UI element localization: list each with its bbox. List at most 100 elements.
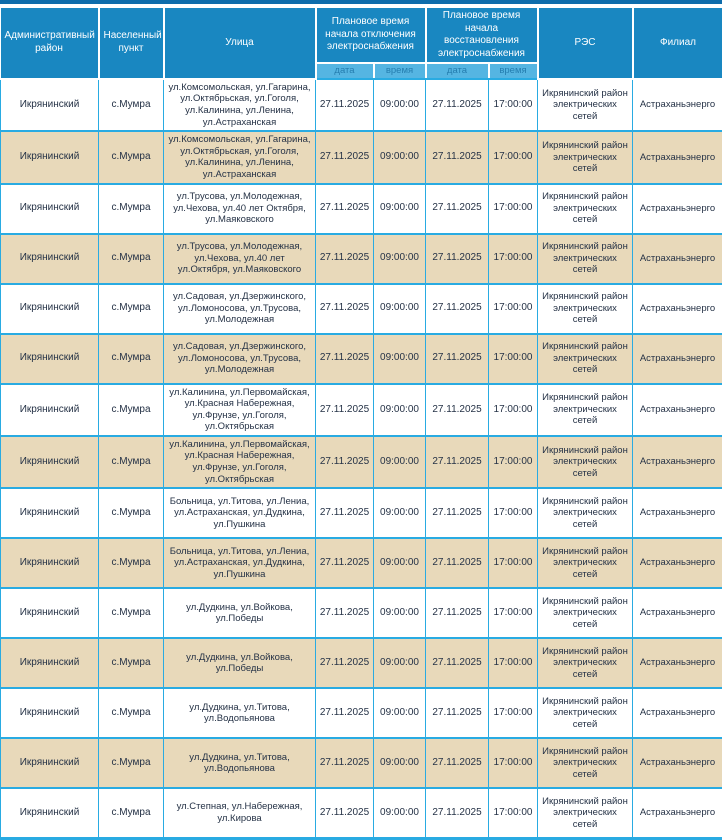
cell-restore-time: 17:00:00	[489, 488, 538, 538]
cell-restore-date: 27.11.2025	[426, 788, 489, 838]
cell-restore-date: 27.11.2025	[426, 436, 489, 488]
cell-branch: Астраханьэнерго	[633, 79, 722, 131]
cell-streets: ул.Трусова, ул.Молодежная, ул.Чехова, ул…	[164, 234, 316, 284]
cell-restore-date: 27.11.2025	[426, 184, 489, 234]
cell-restore-time: 17:00:00	[489, 284, 538, 334]
cell-outage-time: 09:00:00	[374, 436, 426, 488]
cell-outage-date: 27.11.2025	[316, 384, 374, 436]
cell-branch: Астраханьэнерго	[633, 334, 722, 384]
table-row: Икрянинский с.Мумра ул.Садовая, ул.Дзерж…	[1, 334, 722, 384]
cell-restore-date: 27.11.2025	[426, 131, 489, 183]
cell-settlement: с.Мумра	[99, 488, 164, 538]
cell-branch: Астраханьэнерго	[633, 538, 722, 588]
cell-outage-date: 27.11.2025	[316, 184, 374, 234]
outage-schedule-table: Административный район Населенный пункт …	[0, 6, 722, 840]
subheader-outage-time: время	[374, 63, 426, 79]
cell-settlement: с.Мумра	[99, 436, 164, 488]
cell-branch: Астраханьэнерго	[633, 234, 722, 284]
cell-district: Икрянинский	[1, 436, 99, 488]
cell-district: Икрянинский	[1, 284, 99, 334]
cell-restore-time: 17:00:00	[489, 538, 538, 588]
header-res: РЭС	[538, 7, 633, 79]
cell-res: Икрянинский район электрических сетей	[538, 538, 633, 588]
cell-settlement: с.Мумра	[99, 131, 164, 183]
cell-district: Икрянинский	[1, 184, 99, 234]
cell-res: Икрянинский район электрических сетей	[538, 436, 633, 488]
cell-district: Икрянинский	[1, 131, 99, 183]
cell-outage-date: 27.11.2025	[316, 436, 374, 488]
cell-district: Икрянинский	[1, 788, 99, 838]
cell-res: Икрянинский район электрических сетей	[538, 384, 633, 436]
cell-settlement: с.Мумра	[99, 184, 164, 234]
cell-res: Икрянинский район электрических сетей	[538, 588, 633, 638]
cell-streets: ул.Комсомольская, ул.Гагарина, ул.Октябр…	[164, 131, 316, 183]
cell-outage-date: 27.11.2025	[316, 538, 374, 588]
cell-restore-time: 17:00:00	[489, 738, 538, 788]
table-row: Икрянинский с.Мумра ул.Дудкина, ул.Титов…	[1, 738, 722, 788]
cell-settlement: с.Мумра	[99, 638, 164, 688]
table-row: Икрянинский с.Мумра ул.Дудкина, ул.Титов…	[1, 688, 722, 738]
cell-outage-time: 09:00:00	[374, 79, 426, 131]
cell-settlement: с.Мумра	[99, 384, 164, 436]
cell-outage-time: 09:00:00	[374, 131, 426, 183]
cell-district: Икрянинский	[1, 538, 99, 588]
cell-res: Икрянинский район электрических сетей	[538, 688, 633, 738]
subheader-outage-date: дата	[316, 63, 374, 79]
cell-branch: Астраханьэнерго	[633, 184, 722, 234]
cell-branch: Астраханьэнерго	[633, 284, 722, 334]
cell-restore-time: 17:00:00	[489, 588, 538, 638]
cell-restore-time: 17:00:00	[489, 638, 538, 688]
cell-res: Икрянинский район электрических сетей	[538, 638, 633, 688]
cell-res: Икрянинский район электрических сетей	[538, 738, 633, 788]
cell-streets: ул.Садовая, ул.Дзержинского, ул.Ломоносо…	[164, 334, 316, 384]
cell-restore-time: 17:00:00	[489, 79, 538, 131]
cell-restore-date: 27.11.2025	[426, 334, 489, 384]
cell-settlement: с.Мумра	[99, 284, 164, 334]
cell-streets: ул.Садовая, ул.Дзержинского, ул.Ломоносо…	[164, 284, 316, 334]
cell-restore-time: 17:00:00	[489, 436, 538, 488]
cell-outage-date: 27.11.2025	[316, 79, 374, 131]
cell-streets: ул.Калинина, ул.Первомайская, ул.Красная…	[164, 384, 316, 436]
cell-outage-time: 09:00:00	[374, 588, 426, 638]
cell-branch: Астраханьэнерго	[633, 131, 722, 183]
cell-settlement: с.Мумра	[99, 688, 164, 738]
cell-streets: Больница, ул.Титова, ул.Лениа, ул.Астрах…	[164, 488, 316, 538]
table-row: Икрянинский с.Мумра Больница, ул.Титова,…	[1, 538, 722, 588]
cell-streets: ул.Калинина, ул.Первомайская, ул.Красная…	[164, 436, 316, 488]
cell-res: Икрянинский район электрических сетей	[538, 788, 633, 838]
cell-streets: ул.Степная, ул.Набережная, ул.Кирова	[164, 788, 316, 838]
cell-streets: ул.Дудкина, ул.Титова, ул.Водопьянова	[164, 688, 316, 738]
cell-outage-date: 27.11.2025	[316, 131, 374, 183]
cell-restore-time: 17:00:00	[489, 688, 538, 738]
cell-res: Икрянинский район электрических сетей	[538, 131, 633, 183]
cell-branch: Астраханьэнерго	[633, 384, 722, 436]
cell-settlement: с.Мумра	[99, 538, 164, 588]
cell-outage-date: 27.11.2025	[316, 638, 374, 688]
cell-settlement: с.Мумра	[99, 79, 164, 131]
cell-outage-time: 09:00:00	[374, 538, 426, 588]
cell-streets: Больница, ул.Титова, ул.Лениа, ул.Астрах…	[164, 538, 316, 588]
cell-streets: ул.Дудкина, ул.Титова, ул.Водопьянова	[164, 738, 316, 788]
cell-restore-date: 27.11.2025	[426, 738, 489, 788]
cell-res: Икрянинский район электрических сетей	[538, 234, 633, 284]
cell-restore-date: 27.11.2025	[426, 688, 489, 738]
cell-outage-time: 09:00:00	[374, 384, 426, 436]
cell-branch: Астраханьэнерго	[633, 436, 722, 488]
cell-outage-date: 27.11.2025	[316, 788, 374, 838]
cell-branch: Астраханьэнерго	[633, 588, 722, 638]
table-body: Икрянинский с.Мумра ул.Комсомольская, ул…	[1, 79, 722, 838]
cell-restore-date: 27.11.2025	[426, 638, 489, 688]
cell-branch: Астраханьэнерго	[633, 788, 722, 838]
cell-settlement: с.Мумра	[99, 588, 164, 638]
cell-streets: ул.Дудкина, ул.Войкова, ул.Победы	[164, 588, 316, 638]
cell-outage-date: 27.11.2025	[316, 488, 374, 538]
cell-restore-time: 17:00:00	[489, 131, 538, 183]
table-row: Икрянинский с.Мумра ул.Калинина, ул.Перв…	[1, 384, 722, 436]
cell-outage-time: 09:00:00	[374, 234, 426, 284]
table-row: Икрянинский с.Мумра ул.Дудкина, ул.Войко…	[1, 638, 722, 688]
cell-outage-date: 27.11.2025	[316, 588, 374, 638]
header-branch: Филиал	[633, 7, 722, 79]
cell-res: Икрянинский район электрических сетей	[538, 334, 633, 384]
cell-res: Икрянинский район электрических сетей	[538, 79, 633, 131]
cell-district: Икрянинский	[1, 384, 99, 436]
